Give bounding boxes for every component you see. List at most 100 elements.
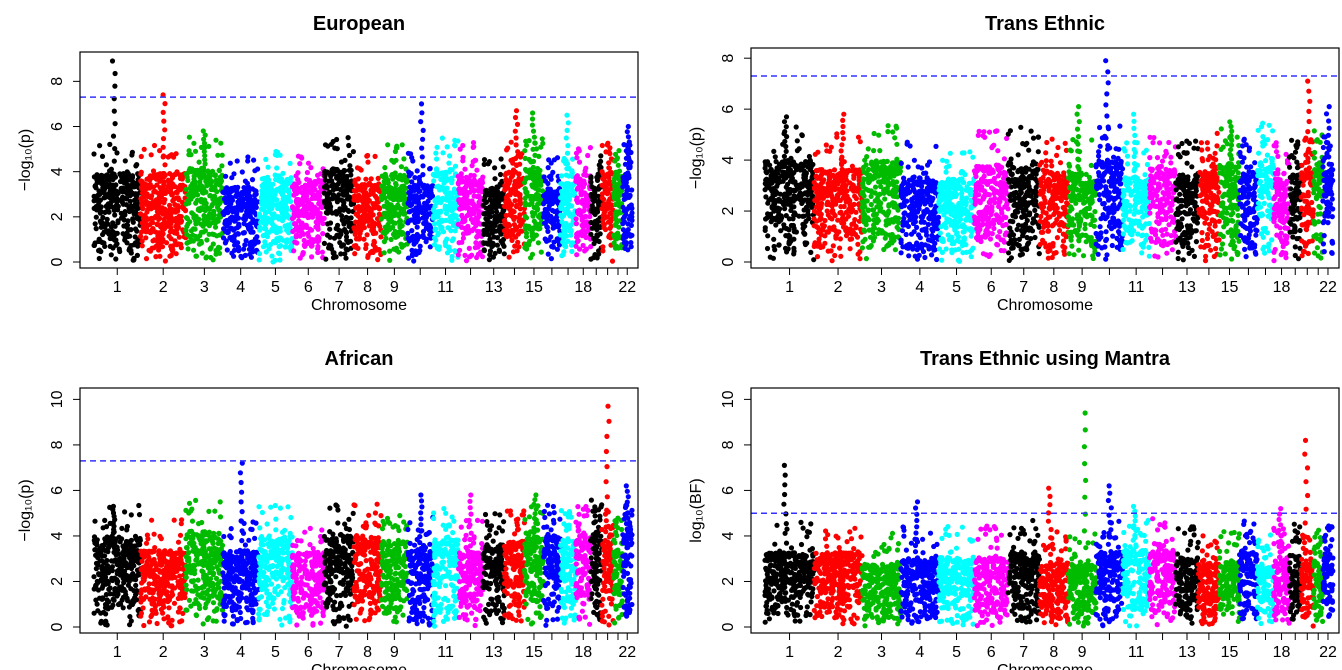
snp-point	[298, 222, 304, 228]
snp-point	[596, 248, 602, 254]
snp-point	[336, 192, 342, 198]
snp-point	[98, 224, 104, 230]
snp-point	[397, 224, 403, 231]
peak-point	[840, 117, 846, 123]
snp-point	[842, 195, 848, 201]
snp-point	[179, 176, 185, 182]
snp-point	[455, 221, 461, 227]
peak-point	[781, 119, 788, 125]
panel-title: European	[313, 13, 405, 35]
peak-point	[162, 101, 168, 107]
snp-point	[265, 215, 271, 221]
snp-point	[479, 254, 486, 260]
peak-point	[112, 70, 118, 77]
snp-point	[885, 123, 891, 129]
snp-point	[185, 221, 191, 227]
snp-point	[212, 224, 219, 230]
snp-point	[160, 185, 166, 191]
snp-point	[827, 148, 833, 154]
snp-point	[481, 197, 487, 203]
snp-point	[539, 136, 545, 142]
peak-point	[840, 123, 846, 130]
snp-point	[549, 207, 556, 214]
snp-point	[217, 179, 223, 185]
snp-point	[456, 186, 462, 193]
snp-point	[885, 129, 891, 135]
peak-point	[419, 110, 425, 116]
snp-point	[404, 179, 410, 185]
snp-point	[395, 190, 401, 196]
peak-point	[420, 136, 426, 142]
snp-point	[365, 204, 371, 210]
snp-point	[799, 183, 806, 189]
snp-point	[559, 181, 565, 187]
snp-point	[783, 184, 789, 190]
snp-point	[120, 201, 126, 207]
peak-point	[418, 101, 425, 107]
snp-point	[764, 245, 771, 252]
snp-point	[620, 204, 626, 210]
snp-point	[606, 160, 612, 166]
snp-point	[870, 238, 876, 244]
snp-point	[252, 188, 258, 194]
snp-point	[321, 240, 327, 246]
snp-point	[143, 235, 149, 241]
snp-point	[348, 238, 354, 244]
snp-point	[815, 149, 821, 155]
snp-point	[192, 179, 198, 185]
peak-point	[112, 83, 118, 89]
snp-point	[266, 208, 272, 215]
snp-point	[401, 156, 407, 162]
snp-point	[875, 218, 881, 224]
snp-point	[432, 221, 438, 227]
snp-point	[882, 196, 888, 202]
snp-point	[212, 172, 218, 179]
snp-point	[96, 255, 102, 262]
snp-point	[482, 211, 488, 217]
snp-point	[167, 229, 173, 235]
snp-point	[128, 203, 134, 209]
snp-point	[487, 220, 493, 226]
snp-point	[468, 172, 474, 178]
snp-point	[370, 230, 376, 237]
snp-point	[188, 228, 194, 234]
peak-point	[563, 158, 569, 164]
snp-point	[889, 160, 896, 166]
snp-point	[820, 179, 826, 185]
y-axis-label: −log₁₀(p)	[17, 129, 34, 191]
snp-point	[313, 211, 320, 217]
snp-point	[245, 158, 251, 164]
snp-point	[786, 216, 792, 222]
snp-point	[551, 239, 557, 245]
snp-point	[222, 218, 228, 224]
snp-point	[402, 211, 408, 217]
snp-point	[851, 201, 857, 207]
snp-point	[847, 226, 853, 232]
snp-point	[244, 192, 250, 198]
snp-point	[131, 257, 137, 263]
snp-point	[173, 189, 179, 195]
snp-point	[99, 153, 106, 159]
snp-point	[300, 231, 307, 237]
snp-point	[112, 212, 118, 218]
snp-point	[153, 197, 159, 203]
y-tick-label: 0	[49, 257, 66, 266]
snp-point	[843, 199, 849, 205]
snp-point	[148, 215, 154, 221]
snp-point	[627, 232, 633, 238]
snp-point	[195, 220, 201, 226]
snp-point	[395, 203, 401, 209]
snp-point	[763, 216, 769, 222]
snp-point	[405, 230, 411, 236]
snp-point	[523, 202, 529, 208]
snp-point	[309, 195, 315, 202]
snp-point	[220, 189, 226, 195]
snp-point	[348, 220, 354, 226]
snp-point	[767, 162, 773, 168]
snp-point	[791, 236, 797, 242]
snp-point	[506, 221, 512, 227]
snp-point	[223, 173, 229, 179]
data-points	[762, 58, 1336, 264]
snp-point	[527, 202, 533, 208]
